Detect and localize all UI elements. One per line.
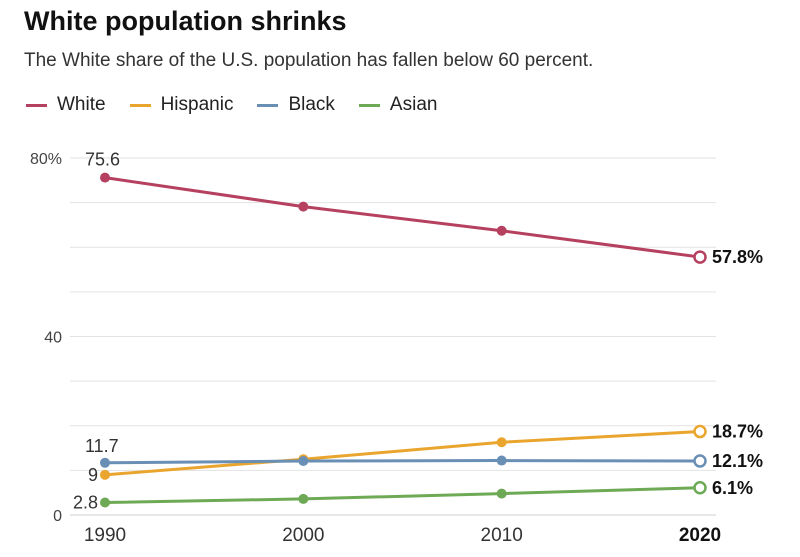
chart-title: White population shrinks xyxy=(24,6,347,36)
end-label-black: 12.1% xyxy=(712,451,763,471)
x-tick-label: 2020 xyxy=(679,525,721,546)
y-tick-label: 80% xyxy=(30,151,62,168)
legend-item-asian: Asian xyxy=(358,94,438,116)
end-label-white: 57.8% xyxy=(712,247,763,267)
legend-label-white: White xyxy=(57,94,106,115)
legend-swatch-black xyxy=(257,103,279,107)
legend-swatch-asian xyxy=(358,103,380,107)
series-line-hispanic xyxy=(103,430,702,477)
data-point-white xyxy=(496,225,507,236)
data-point-asian xyxy=(693,481,707,495)
legend-swatch-white xyxy=(26,103,47,107)
data-point-asian xyxy=(496,488,507,499)
end-label-hispanic: 18.7% xyxy=(712,422,763,442)
end-label-asian: 6.1% xyxy=(712,478,753,498)
start-label-white: 75.6 xyxy=(85,150,120,170)
x-tick-label: 1990 xyxy=(84,525,126,546)
y-tick-label: 40 xyxy=(44,330,62,347)
y-tick-label: 0 xyxy=(53,508,62,525)
x-tick-label: 2010 xyxy=(481,525,523,546)
data-point-asian xyxy=(298,493,309,504)
data-point-asian xyxy=(100,497,110,508)
data-point-hispanic xyxy=(100,469,110,480)
data-point-black xyxy=(496,455,507,466)
legend-item-white: White xyxy=(26,94,106,116)
x-tick-label: 2000 xyxy=(282,525,324,546)
legend-item-hispanic: Hispanic xyxy=(129,94,234,116)
legend-label-black: Black xyxy=(288,94,335,115)
legend-label-hispanic: Hispanic xyxy=(160,94,234,115)
series-line-black xyxy=(103,459,702,465)
data-point-white xyxy=(100,172,110,183)
legend-swatch-hispanic xyxy=(129,103,151,107)
start-label-asian: 2.8 xyxy=(73,493,98,513)
data-point-black xyxy=(100,457,110,468)
legend: White Hispanic Black Asian xyxy=(26,94,461,116)
data-point-white xyxy=(693,250,707,264)
data-point-hispanic xyxy=(693,424,707,439)
series-line-asian xyxy=(103,486,702,505)
data-point-white xyxy=(298,201,309,212)
start-label-black: 11.7 xyxy=(85,436,119,456)
data-point-hispanic xyxy=(496,437,507,448)
legend-item-black: Black xyxy=(257,94,335,116)
start-label-hispanic: 9 xyxy=(88,465,98,485)
data-point-black xyxy=(298,456,309,467)
data-point-black xyxy=(693,454,707,468)
legend-label-asian: Asian xyxy=(389,94,438,115)
chart-subtitle: The White share of the U.S. population h… xyxy=(24,50,594,71)
series-line-white xyxy=(103,176,702,259)
